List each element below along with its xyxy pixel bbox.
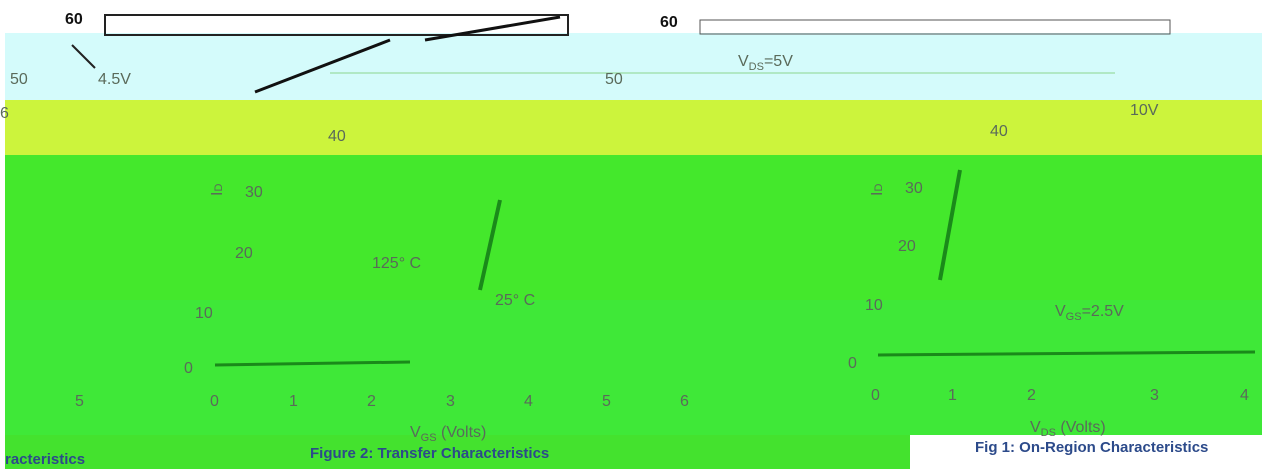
y-tick-label: 40 (328, 128, 346, 145)
fragment: racteristics (5, 451, 85, 468)
y-tick-label: 20 (235, 245, 253, 262)
label-part: V (738, 53, 749, 70)
caption: Figure 2: Transfer Characteristics (310, 445, 549, 462)
fragment: 6 (0, 105, 9, 122)
screenshot: 60 50 40 30 20 10 0 0 1 2 3 4 5 6 ID VGS… (0, 0, 1262, 469)
x-tick-label: 3 (1150, 387, 1159, 404)
label-part: V (1055, 303, 1066, 320)
x-tick-label: 3 (446, 393, 455, 410)
y-tick-label: 20 (898, 238, 916, 255)
annotation: 4.5V (98, 71, 131, 88)
y-tick-label: 50 (10, 71, 28, 88)
label-part: DS (1041, 427, 1056, 439)
y-tick-label: 0 (848, 355, 857, 372)
x-tick-label: 1 (948, 387, 957, 404)
y-tick-label: 10 (865, 297, 883, 314)
fragment: 5 (75, 393, 84, 410)
label-part: =2.5V (1082, 303, 1125, 320)
x-tick-label: 5 (602, 393, 611, 410)
label-part: =5V (764, 53, 793, 70)
label-part: (Volts) (1056, 419, 1106, 436)
yellow-band (5, 100, 1262, 158)
page: {"left_chart": { "y_ticks": [60, 50, 40,… (0, 0, 1262, 469)
y-tick-label: 60 (65, 11, 83, 28)
x-tick-label: 1 (289, 393, 298, 410)
x-tick-label: 2 (1027, 387, 1036, 404)
label-part: V (1030, 419, 1041, 436)
y-tick-label: 30 (905, 180, 923, 197)
x-tick-label: 6 (680, 393, 689, 410)
x-tick-label: 0 (871, 387, 880, 404)
x-tick-label: 2 (367, 393, 376, 410)
green-band (5, 155, 1262, 305)
annotation: 10V (1130, 102, 1159, 119)
label-part: DS (749, 61, 764, 73)
label-part: GS (421, 432, 437, 444)
x-tick-label: 4 (524, 393, 533, 410)
y-tick-label: 40 (990, 123, 1008, 140)
annotation: 125° C (372, 255, 421, 272)
label-part: (Volts) (437, 424, 487, 441)
cyan-band (5, 33, 1262, 101)
x-tick-label: 0 (210, 393, 219, 410)
y-tick-label: 10 (195, 305, 213, 322)
y-tick-label: 60 (660, 14, 678, 31)
label-part: D (213, 184, 225, 192)
y-tick-label: 50 (605, 71, 623, 88)
y-tick-label: 0 (184, 360, 193, 377)
annotation: 25° C (495, 292, 535, 309)
caption: Fig 1: On-Region Characteristics (975, 439, 1208, 456)
label-part: D (873, 184, 885, 192)
label-part: V (410, 424, 421, 441)
x-tick-label: 4 (1240, 387, 1249, 404)
y-tick-label: 30 (245, 184, 263, 201)
label-part: GS (1066, 311, 1082, 323)
